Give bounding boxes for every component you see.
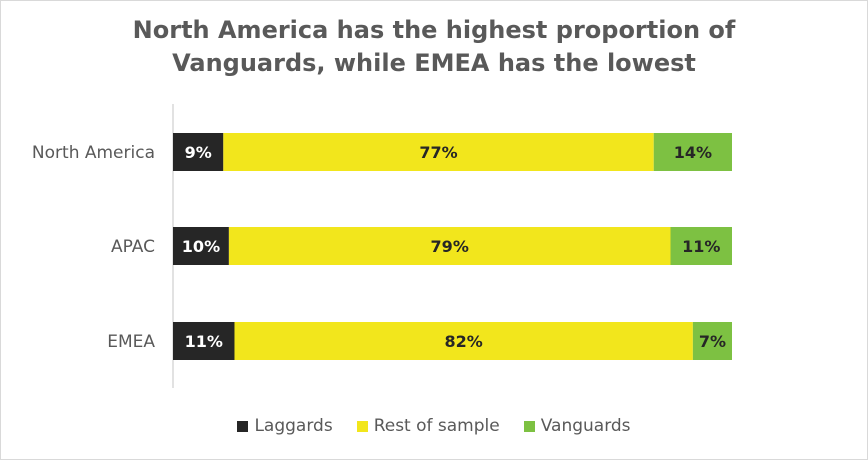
legend-swatch-laggards — [237, 420, 249, 432]
data-label-rest-of-sample-apac: 79% — [431, 237, 469, 256]
data-label-laggards-apac: 10% — [182, 237, 220, 256]
bar-vanguards-north-america — [653, 133, 732, 171]
legend-label-vanguards: Vanguards — [540, 416, 631, 436]
chart-title-line-2: Vanguards, while EMEA has the lowest — [172, 49, 696, 77]
bar-rest-of-sample-emea — [234, 322, 693, 360]
category-label-apac: APAC — [111, 237, 155, 257]
legend-label-laggards: Laggards — [254, 416, 333, 436]
chart-title-line-1: North America has the highest proportion… — [132, 16, 736, 44]
category-label-emea: EMEA — [107, 332, 155, 352]
data-label-rest-of-sample-emea: 82% — [445, 332, 483, 351]
bar-rest-of-sample-apac — [228, 227, 671, 265]
bar-laggards-apac — [173, 227, 229, 265]
data-label-laggards-emea: 11% — [185, 332, 223, 351]
legend-item-rest-of-sample: Rest of sample — [356, 416, 500, 436]
legend-item-vanguards: Vanguards — [523, 416, 631, 436]
legend-swatch-rest-of-sample — [356, 420, 368, 432]
chart-legend: Laggards Rest of sample Vanguards — [0, 416, 868, 436]
bar-laggards-emea — [173, 322, 235, 360]
category-label-north-america: North America — [32, 143, 155, 163]
data-label-rest-of-sample-north-america: 77% — [419, 143, 457, 162]
bar-rest-of-sample-north-america — [223, 133, 654, 171]
legend-item-laggards: Laggards — [237, 416, 333, 436]
data-label-vanguards-north-america: 14% — [674, 143, 712, 162]
data-label-laggards-north-america: 9% — [185, 143, 212, 162]
chart-title: North America has the highest proportion… — [0, 14, 868, 80]
legend-swatch-vanguards — [523, 420, 535, 432]
bar-vanguards-apac — [670, 227, 732, 265]
bar-laggards-north-america — [173, 133, 224, 171]
legend-label-rest-of-sample: Rest of sample — [373, 416, 500, 436]
data-label-vanguards-emea: 7% — [699, 332, 726, 351]
data-label-vanguards-apac: 11% — [682, 237, 720, 256]
bar-vanguards-emea — [692, 322, 732, 360]
